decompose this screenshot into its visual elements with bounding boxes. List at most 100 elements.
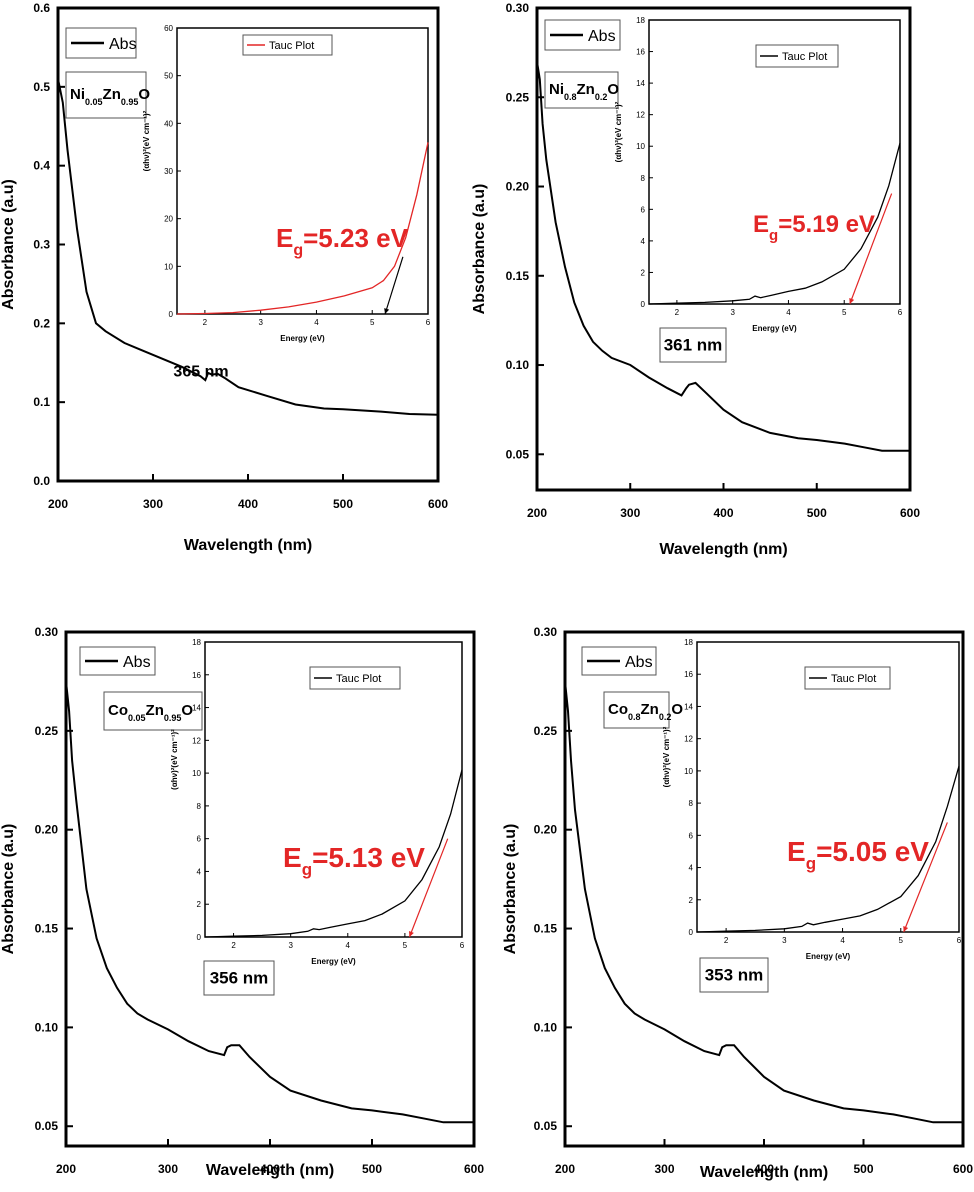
- x-tick-label: 400: [754, 1162, 774, 1176]
- tangent-line: [849, 193, 893, 305]
- x-tick-label: 300: [143, 497, 163, 511]
- y-tick-label: 0.0: [33, 474, 50, 488]
- formula-element: Zn: [103, 86, 121, 103]
- inset-tauc-plot: 2 3 4 5 6 0 2 4 6 8 10 12 14 16 18 Energy (eV) (αhν)²(eV…: [170, 638, 465, 966]
- y-tick-label: 0.15: [35, 922, 59, 936]
- tangent-arrow-icon: [384, 308, 390, 314]
- sample-formula: Ni0.05Zn0.95O: [70, 86, 150, 107]
- y-tick-label: 0.05: [534, 1119, 558, 1133]
- inset-y-tick-label: 8: [689, 799, 694, 808]
- inset-y-tick-label: 10: [192, 769, 201, 778]
- formula-element: O: [181, 702, 193, 719]
- inset-legend-box: [242, 34, 333, 56]
- inset-x-tick-label: 2: [724, 936, 729, 945]
- legend-label: Abs: [625, 654, 653, 671]
- inset-y-tick-label: 14: [684, 702, 693, 711]
- formula-subscript: 0.95: [121, 97, 139, 107]
- inset-legend-label: Tauc Plot: [782, 51, 827, 63]
- inset-y-tick-label: 18: [684, 638, 693, 647]
- y-tick-label: 0.10: [534, 1020, 558, 1034]
- band-gap-annotation: Eg=5.05 eV: [787, 836, 929, 873]
- y-tick-label: 0.05: [506, 447, 530, 461]
- legend-label: Abs: [109, 36, 137, 53]
- series-line-abs: [564, 681, 963, 1124]
- x-tick-label: 500: [807, 506, 827, 520]
- inset-y-tick-label: 40: [164, 119, 173, 128]
- inset-y-tick-label: 18: [192, 638, 201, 647]
- inset-y-tick-label: 12: [192, 736, 201, 745]
- sample-label-box: [103, 691, 203, 731]
- inset-y-tick-label: 14: [636, 79, 645, 88]
- x-tick-label: 500: [333, 497, 353, 511]
- inset-x-tick-label: 5: [842, 308, 847, 317]
- inset-x-tick-label: 5: [403, 941, 408, 950]
- y-tick-label: 0.6: [33, 1, 50, 15]
- chart-panel-3: 200 300 400 500 600 0.05 0.10 0.15 0.20 0.25 0.30 W…: [0, 625, 484, 1179]
- x-axis-label: Wavelength (nm): [700, 1164, 828, 1181]
- formula-subscript: 0.8: [628, 712, 641, 722]
- inset-y-tick-label: 12: [684, 735, 693, 744]
- y-tick-label: 0.3: [33, 238, 50, 252]
- peak-annotation: 361 nm: [664, 336, 723, 355]
- sample-formula: Ni0.8Zn0.2O: [549, 81, 619, 102]
- y-tick-label: 0.4: [33, 159, 50, 173]
- inset-x-tick-label: 4: [840, 936, 845, 945]
- inset-tauc-plot: 2 3 4 5 6 0 2 4 6 8 10 12 14 16 18 Energy (eV) (αhν)²(eV…: [614, 16, 903, 333]
- tangent-line: [408, 838, 449, 938]
- x-axis-label: Wavelength (nm): [184, 537, 312, 554]
- formula-element: O: [671, 701, 683, 718]
- inset-tauc-plot: 2 3 4 5 6 0 2 4 6 8 10 12 14 16 18 Energy (eV) (αhν)²(eV…: [662, 638, 962, 961]
- y-tick-label: 0.25: [534, 724, 558, 738]
- inset-legend-label: Tauc Plot: [831, 673, 876, 685]
- y-tick-label: 0.05: [35, 1119, 59, 1133]
- chart-panel-2: 200 300 400 500 6000.050.100.150.200.250.30W…: [471, 1, 920, 558]
- inset-y-tick-label: 0: [641, 300, 646, 309]
- inset-y-tick-label: 50: [164, 72, 173, 81]
- formula-subscript: 0.8: [564, 92, 577, 102]
- y-tick-label: 0.20: [534, 823, 558, 837]
- x-tick-label: 400: [713, 506, 733, 520]
- band-gap-value: =5.05 eV: [816, 836, 929, 867]
- series-line-tauc: [648, 142, 901, 305]
- band-gap-value: =5.23 eV: [303, 223, 408, 253]
- inset-y-tick-label: 2: [689, 896, 694, 905]
- x-tick-label: 500: [362, 1162, 382, 1176]
- tangent-line: [384, 256, 404, 315]
- inset-y-tick-label: 30: [164, 167, 173, 176]
- inset-x-tick-label: 3: [288, 941, 293, 950]
- inset-x-axis-label: Energy (eV): [311, 957, 356, 966]
- band-gap-annotation: Eg=5.19 eV: [753, 211, 875, 244]
- inset-x-tick-label: 5: [899, 936, 904, 945]
- y-tick-label: 0.5: [33, 80, 50, 94]
- inset-x-tick-label: 3: [782, 936, 787, 945]
- band-gap-subscript: g: [302, 860, 312, 879]
- inset-y-axis-label: (αhν)²(eV cm⁻¹)²: [662, 726, 671, 787]
- inset-x-tick-label: 5: [370, 318, 375, 327]
- y-tick-label: 0.20: [35, 823, 59, 837]
- formula-subscript: 0.2: [595, 92, 608, 102]
- x-tick-label: 600: [464, 1162, 484, 1176]
- sample-label-box: [603, 691, 670, 729]
- sample-label-box: [544, 71, 619, 109]
- band-gap-annotation: Eg=5.13 eV: [283, 842, 425, 879]
- inset-x-tick-label: 6: [426, 318, 431, 327]
- inset-y-tick-label: 6: [641, 205, 646, 214]
- peak-annotation: 365 nm: [173, 363, 228, 380]
- y-tick-label: 0.30: [534, 625, 558, 639]
- x-tick-label: 400: [260, 1162, 280, 1176]
- series-line-tauc: [696, 765, 960, 933]
- inset-legend-label: Tauc Plot: [336, 673, 381, 685]
- x-tick-label: 200: [56, 1162, 76, 1176]
- inset-y-tick-label: 10: [164, 262, 173, 271]
- band-gap-symbol: E: [787, 836, 806, 867]
- inset-x-tick-label: 3: [730, 308, 735, 317]
- band-gap-subscript: g: [769, 227, 778, 244]
- y-tick-label: 0.15: [534, 922, 558, 936]
- inset-x-tick-label: 4: [786, 308, 791, 317]
- y-tick-label: 0.10: [506, 358, 530, 372]
- y-axis-label: Absorbance (a.u): [471, 184, 488, 315]
- band-gap-value: =5.19 eV: [778, 211, 875, 238]
- x-axis-label: Wavelength (nm): [659, 541, 787, 558]
